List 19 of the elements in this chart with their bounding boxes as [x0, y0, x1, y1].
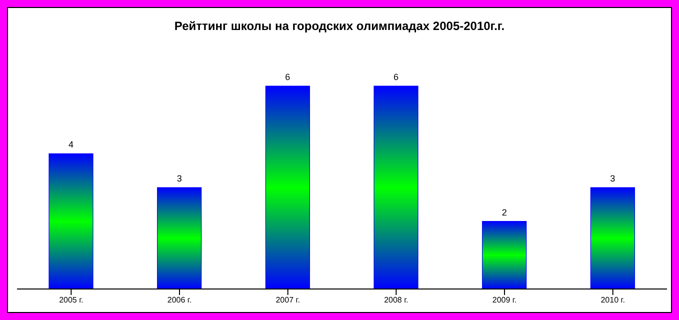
data-label: 6 [393, 72, 399, 82]
x-tick-label: 2006 г. [167, 296, 192, 305]
bar [157, 187, 202, 290]
data-label: 4 [68, 140, 74, 150]
x-tick-label: 2009 г. [492, 296, 517, 305]
x-tick-label: 2008 г. [384, 296, 408, 305]
bar [590, 187, 635, 290]
chart-title: Рейттинг школы на городских олимпиадах 2005-2010г.г. [173, 19, 506, 33]
bar [374, 86, 418, 290]
data-label: 6 [285, 72, 290, 82]
data-label: 2 [502, 207, 507, 218]
data-label: 3 [610, 174, 616, 184]
data-label: 3 [176, 174, 182, 184]
bar [482, 221, 527, 290]
x-tick-label: 2010 г. [600, 296, 625, 305]
bar [265, 86, 310, 290]
bar [48, 153, 94, 290]
x-tick-label: 2005 г. [59, 296, 84, 305]
x-tick-label: 2007 г. [276, 296, 300, 305]
